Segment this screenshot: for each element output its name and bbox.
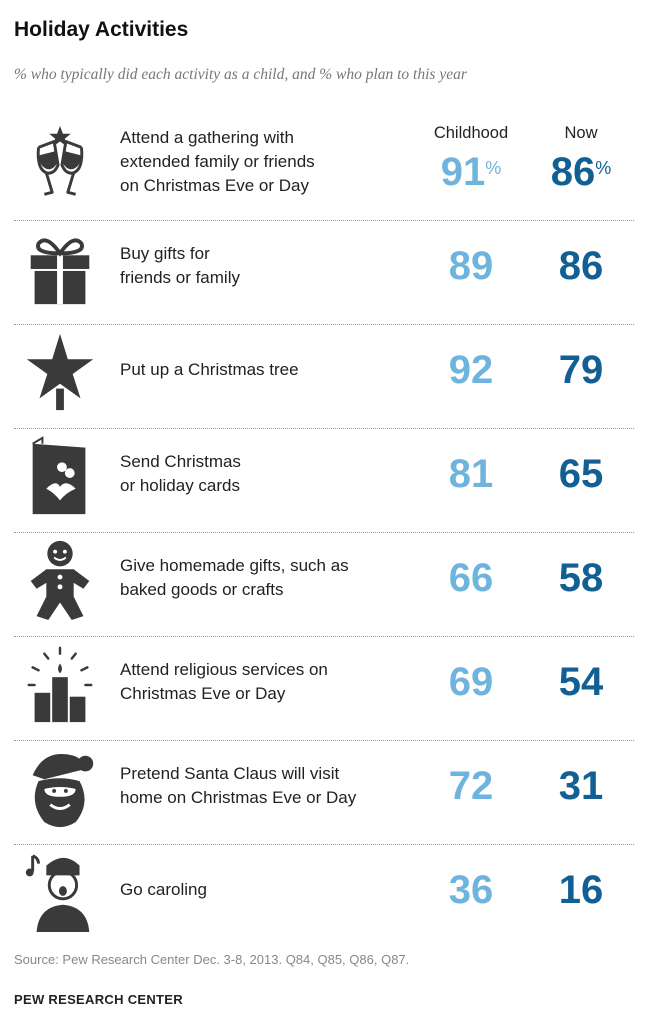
activity-label: Pretend Santa Claus will visit home on Ch… [120, 762, 410, 810]
now-value-number: 86 [558, 244, 604, 288]
now-value: 54 [526, 662, 636, 702]
childhood-value-number: 89 [448, 244, 494, 288]
candles-icon [24, 642, 96, 726]
now-value-number: 54 [558, 660, 604, 704]
activity-label: Go caroling [120, 878, 410, 902]
childhood-value-number: 72 [448, 764, 494, 808]
childhood-value: 72 [416, 766, 526, 806]
table-row: Pretend Santa Claus will visit home on Ch… [14, 736, 634, 840]
tree-topper-star-icon [24, 330, 96, 414]
childhood-value: 36 [416, 870, 526, 910]
activity-label-line: home on Christmas Eve or Day [120, 788, 357, 807]
childhood-value-number: 91 [440, 150, 486, 194]
activity-label: Put up a Christmas tree [120, 358, 410, 382]
row-divider [14, 636, 634, 637]
row-divider [14, 220, 634, 221]
now-value: 31 [526, 766, 636, 806]
row-divider [14, 324, 634, 325]
childhood-value: 81 [416, 454, 526, 494]
source-note: Source: Pew Research Center Dec. 3-8, 20… [14, 952, 410, 967]
champagne-glasses-icon [24, 122, 96, 206]
table-row: Attend religious services on Christmas Ev… [14, 632, 634, 736]
childhood-value: 69 [416, 662, 526, 702]
childhood-value-number: 81 [448, 452, 494, 496]
childhood-value: 92 [416, 350, 526, 390]
childhood-value-number: 66 [448, 556, 494, 600]
now-value: 79 [526, 350, 636, 390]
santa-claus-icon [24, 746, 96, 830]
percent-sign: % [485, 158, 502, 178]
activity-label-line: Go caroling [120, 880, 207, 899]
activity-label-line: baked goods or crafts [120, 580, 284, 599]
activity-label-line: Put up a Christmas tree [120, 360, 299, 379]
row-divider [14, 740, 634, 741]
table-row: Attend a gathering with extended family o… [14, 112, 634, 216]
activity-label: Attend a gathering with extended family o… [120, 126, 410, 198]
now-value: 58 [526, 558, 636, 598]
activity-label: Buy gifts for friends or family [120, 242, 410, 290]
holiday-card-icon [24, 434, 96, 518]
now-value-number: 16 [558, 868, 604, 912]
activity-label-line: on Christmas Eve or Day [120, 176, 309, 195]
column-header-now: Now [564, 124, 598, 142]
table-row: Buy gifts for friends or family 89 86 [14, 216, 634, 320]
now-value-number: 79 [558, 348, 604, 392]
gift-box-icon [24, 226, 96, 310]
childhood-value-number: 69 [448, 660, 494, 704]
table-row: Go caroling 36 16 [14, 840, 634, 944]
activity-label-line: friends or family [120, 268, 240, 287]
now-value: 86% [526, 152, 636, 192]
now-value-number: 65 [558, 452, 604, 496]
now-value-number: 31 [558, 764, 604, 808]
gingerbread-man-icon [24, 538, 96, 622]
column-header-childhood: Childhood [433, 124, 509, 142]
chart-title: Holiday Activities [14, 18, 189, 41]
table-row: Give homemade gifts, such as baked goods … [14, 528, 634, 632]
caroler-icon [24, 850, 96, 934]
table-row: Send Christmas or holiday cards 81 65 [14, 424, 634, 528]
activity-label: Attend religious services on Christmas Ev… [120, 658, 410, 706]
activity-label-line: Christmas Eve or Day [120, 684, 286, 703]
row-divider [14, 428, 634, 429]
activity-label-line: Attend a gathering with [120, 128, 294, 147]
activity-label-line: or holiday cards [120, 476, 241, 495]
childhood-value: 91% [416, 152, 526, 192]
now-value-number: 58 [558, 556, 604, 600]
activity-label-line: Pretend Santa Claus will visit [120, 764, 340, 783]
childhood-value: 89 [416, 246, 526, 286]
childhood-value-number: 92 [448, 348, 494, 392]
childhood-value-number: 36 [448, 868, 494, 912]
activity-label-line: Give homemade gifts, such as [120, 556, 349, 575]
now-value-number: 86 [550, 150, 596, 194]
chart-subtitle: % who typically did each activity as a c… [14, 66, 467, 83]
row-divider [14, 532, 634, 533]
now-value: 16 [526, 870, 636, 910]
childhood-value: 66 [416, 558, 526, 598]
percent-sign: % [595, 158, 612, 178]
activity-label-line: Buy gifts for [120, 244, 210, 263]
now-value: 65 [526, 454, 636, 494]
activity-label: Send Christmas or holiday cards [120, 450, 410, 498]
activity-label: Give homemade gifts, such as baked goods … [120, 554, 410, 602]
now-value: 86 [526, 246, 636, 286]
row-divider [14, 844, 634, 845]
table-row: Put up a Christmas tree 92 79 [14, 320, 634, 424]
activity-label-line: Send Christmas [120, 452, 241, 471]
brand-footer: PEW RESEARCH CENTER [14, 992, 183, 1007]
activity-label-line: Attend religious services on [120, 660, 328, 679]
activity-label-line: extended family or friends [120, 152, 315, 171]
